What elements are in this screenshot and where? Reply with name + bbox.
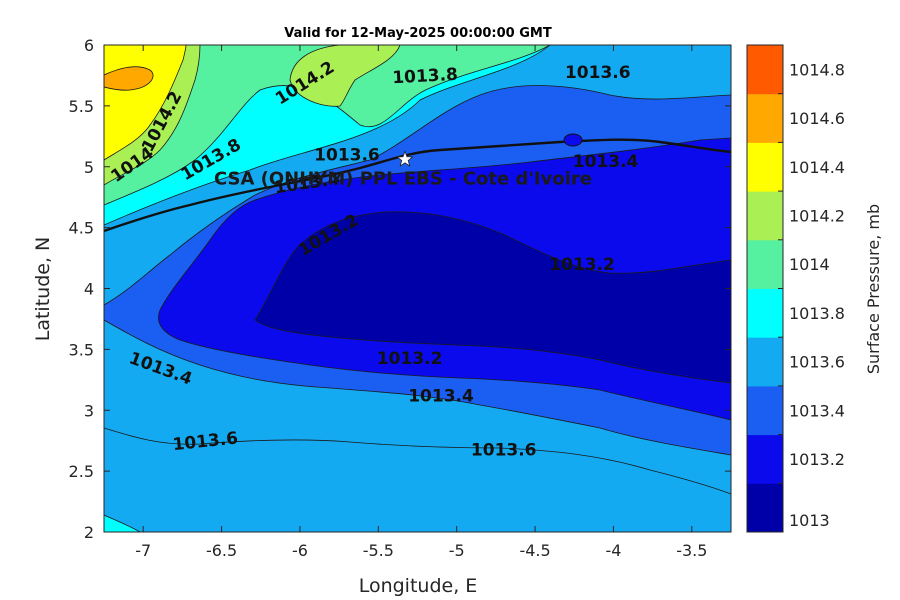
colorbar-band [747,191,783,241]
colorbar-band [747,483,783,533]
x-axis-label: Longitude, E [359,575,478,597]
x-tick-label: -3.5 [676,541,707,560]
x-axis-ticks: -7 -6.5 -6 -5.5 -5 -4.5 -4 -3.5 [135,45,707,560]
band-1013 [254,211,731,384]
x-tick-label: -5 [449,541,465,560]
location-marker-group: CSA (ONHYM) PPL EBS - Cote d'Ivoire [214,150,592,189]
x-tick-label: -4 [605,541,621,560]
y-tick-label: 2.5 [69,462,94,481]
colorbar-tick-label: 1013 [789,511,830,530]
y-tick-label: 5.5 [69,97,94,116]
x-tick-label: -6 [292,541,308,560]
contour-label: 1013.2 [549,255,615,275]
colorbar-band [747,288,783,338]
colorbar-tick-label: 1014.8 [789,60,845,79]
band-1014.6 [104,66,154,91]
location-label: CSA (ONHYM) PPL EBS - Cote d'Ivoire [214,168,592,189]
colorbar-tick-label: 1014.2 [789,206,845,225]
y-axis-label: Latitude, N [32,237,54,342]
colorbar-band [747,337,783,387]
colorbar: 1013 1013.2 1013.4 1013.6 1013.8 1014 1014.2 10… [746,44,845,533]
y-tick-label: 3.5 [69,340,94,359]
colorbar-tick-label: 1013.4 [789,401,845,420]
y-axis-ticks: 2 2.5 3 3.5 4 4.5 5 5.5 6 [69,36,731,542]
band-1013.6-south [104,427,731,532]
colorbar-tick-label: 1014.6 [789,109,845,128]
colorbar-tick-label: 1014.4 [789,158,845,177]
colorbar-band [747,385,783,436]
colorbar-tick-label: 1013.8 [789,304,845,323]
plot-area [104,45,731,532]
lagoon-marker [563,133,583,147]
colorbar-band [747,93,783,143]
colorbar-band [747,239,783,289]
y-tick-label: 5 [84,158,94,177]
colorbar-band [747,434,783,484]
contour-label: 1013.6 [314,146,380,166]
y-tick-label: 2 [84,523,94,542]
contour-label: 1013.4 [573,152,639,172]
x-tick-label: -4.5 [519,541,550,560]
colorbar-tick-label: 1014 [789,255,830,274]
y-tick-label: 6 [84,36,94,55]
x-tick-label: -7 [135,541,151,560]
contour-label: 1013.4 [408,387,474,407]
colorbar-band [747,45,783,95]
y-tick-label: 4 [84,280,94,299]
colorbar-tick-label: 1013.2 [789,450,845,469]
colorbar-band [747,142,783,192]
location-star-icon [396,150,414,167]
contour-label: 1013.8 [392,65,459,88]
contour-label: 1013.2 [377,349,443,369]
x-tick-label: -6.5 [206,541,237,560]
contour-label: 1013.6 [471,440,537,460]
x-tick-label: -5.5 [363,541,394,560]
colorbar-label: Surface Pressure, mb [864,204,883,374]
chart-title: Valid for 12-May-2025 00:00:00 GMT [284,26,552,41]
contour-label: 1013.6 [565,63,631,83]
colorbar-tick-label: 1013.6 [789,353,845,372]
y-tick-label: 4.5 [69,219,94,238]
band-1014.2-north [289,45,401,107]
y-tick-label: 3 [84,401,94,420]
band-1013.8-south [104,514,141,532]
